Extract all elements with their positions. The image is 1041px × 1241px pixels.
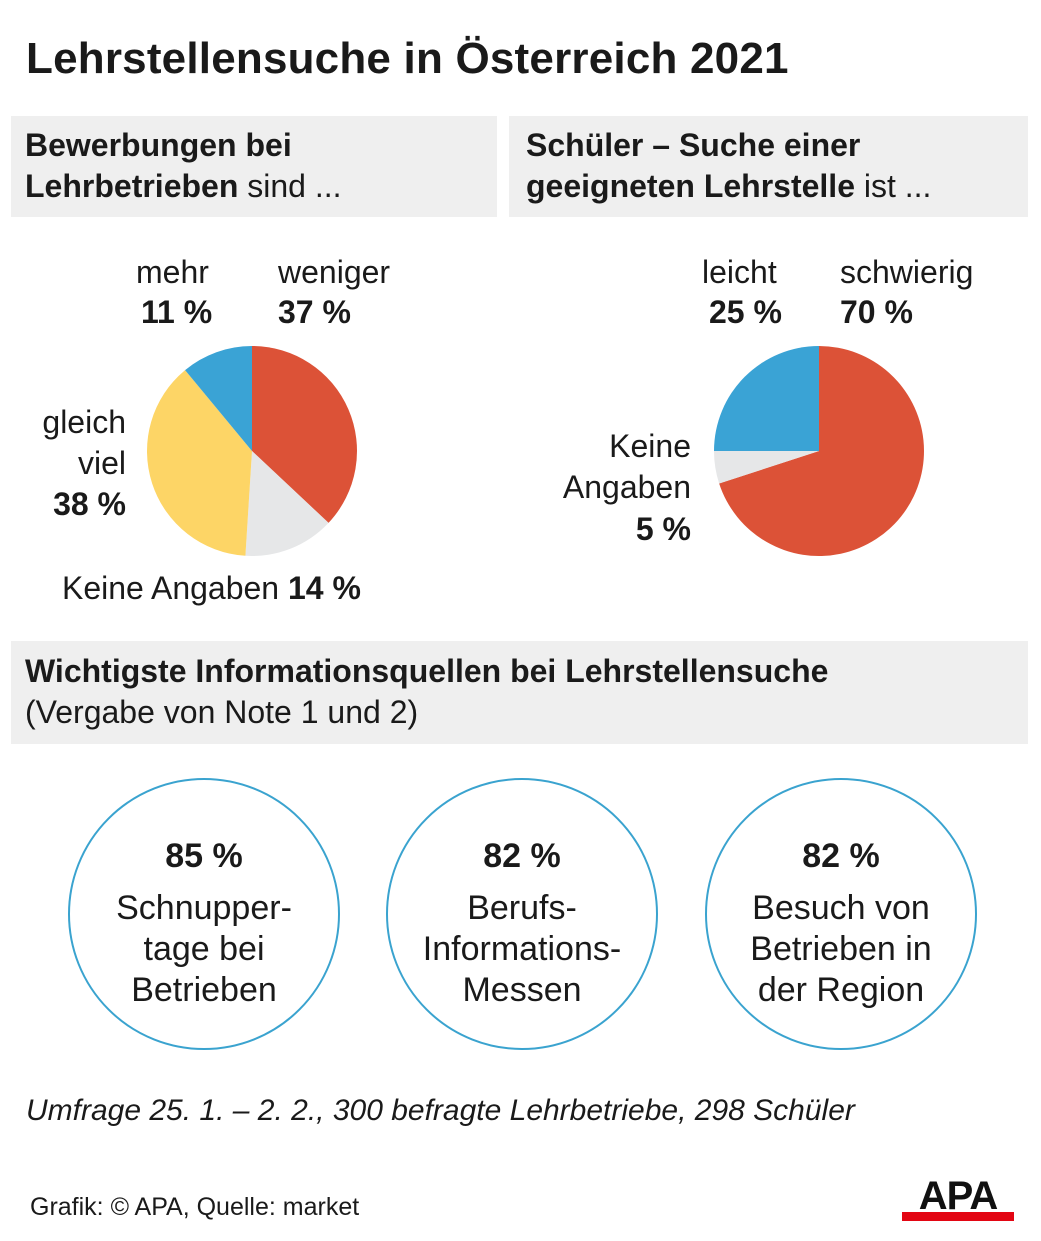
circle-label-line: Schnupper- xyxy=(116,889,292,927)
label-angaben: Angaben xyxy=(562,469,691,505)
circle-label-line: der Region xyxy=(757,971,925,1009)
pie-chart-bewerbungen xyxy=(147,346,357,556)
pct-leicht: 25 % xyxy=(709,294,782,330)
panel-title-bold: Schüler – Suche einer geeigneten Lehrstel… xyxy=(526,127,861,204)
info-circle-betriebsbesuch: 82 % Besuch von Betrieben in der Region xyxy=(705,778,977,1050)
label-gleich: gleich xyxy=(42,404,126,440)
circle-label-line: Messen xyxy=(462,971,582,1009)
info-circle-berufsmessen: 82 % Berufs- Informations- Messen xyxy=(386,778,658,1050)
pct-gleich-viel: 38 % xyxy=(53,486,126,522)
pct-schwierig: 70 % xyxy=(840,294,913,330)
circle-label-line: Besuch von xyxy=(752,889,930,927)
label-keine-angaben-1: Keine Angaben 14 % xyxy=(62,568,361,608)
schueler-slice-leicht xyxy=(714,346,819,451)
page-title: Lehrstellensuche in Österreich 2021 xyxy=(26,34,789,83)
panel-title-rest: sind ... xyxy=(238,168,342,204)
circle-value: 85 % xyxy=(165,837,243,875)
pct-keine-angaben-1: 14 % xyxy=(287,570,361,606)
circle-label: Besuch von Betrieben in der Region xyxy=(707,888,975,1011)
panel-header-bewerbungen: Bewerbungen bei Lehrbetrieben sind ... xyxy=(11,116,497,217)
apa-logo: APA xyxy=(902,1175,1014,1221)
pct-weniger: 37 % xyxy=(278,294,351,330)
schueler-slice-keine-angaben xyxy=(714,451,819,484)
label-keine: Keine xyxy=(609,428,691,464)
circle-value: 82 % xyxy=(483,837,561,875)
label-leicht: leicht xyxy=(702,254,777,290)
bewerbungen-slice-mehr xyxy=(185,346,252,451)
circle-value: 82 % xyxy=(802,837,880,875)
circle-label-line: Betrieben in xyxy=(750,930,932,968)
circle-label: Schnupper- tage bei Betrieben xyxy=(70,888,338,1011)
schueler-slice-schwierig xyxy=(719,346,924,556)
circle-label-line: Informations- xyxy=(422,930,622,968)
apa-logo-bar xyxy=(902,1212,1014,1221)
footnote: Umfrage 25. 1. – 2. 2., 300 befragte Leh… xyxy=(26,1094,855,1127)
panel-title-schueler: Schüler – Suche einer geeigneten Lehrstel… xyxy=(526,125,1021,207)
circle-label-line: tage bei xyxy=(143,930,265,968)
panel-title-bold: Bewerbungen bei Lehrbetrieben xyxy=(25,127,292,204)
panel-title-rest: ist ... xyxy=(854,168,932,204)
bewerbungen-slice-weniger xyxy=(252,346,357,523)
section-title: Wichtigste Informationsquellen bei Lehrs… xyxy=(25,653,829,689)
credit-line: Grafik: © APA, Quelle: market xyxy=(30,1193,360,1221)
label-viel: viel xyxy=(77,445,126,481)
bewerbungen-slice-keine-angaben xyxy=(245,451,329,556)
panel-header-schueler: Schüler – Suche einer geeigneten Lehrstel… xyxy=(509,116,1028,217)
info-circle-schnuppertage: 85 % Schnupper- tage bei Betrieben xyxy=(68,778,340,1050)
bewerbungen-slice-gleich-viel xyxy=(147,370,252,556)
label-weniger: weniger xyxy=(278,254,391,290)
circle-label: Berufs- Informations- Messen xyxy=(388,888,656,1011)
pie-chart-schueler xyxy=(714,346,924,556)
panel-title-bewerbungen: Bewerbungen bei Lehrbetrieben sind ... xyxy=(25,125,485,207)
apa-logo-text: APA xyxy=(919,1175,998,1218)
section-subtitle: (Vergabe von Note 1 und 2) xyxy=(25,694,419,730)
circle-label-line: Berufs- xyxy=(467,889,577,927)
label-schwierig: schwierig xyxy=(840,254,974,290)
pct-keine-angaben-2: 5 % xyxy=(635,511,691,547)
label-keine-angaben-text: Keine Angaben xyxy=(62,570,280,606)
pct-mehr: 11 % xyxy=(141,294,213,330)
label-mehr: mehr xyxy=(136,254,209,290)
panel-header-informationsquellen: Wichtigste Informationsquellen bei Lehrs… xyxy=(11,641,1028,744)
circle-label-line: Betrieben xyxy=(131,971,277,1009)
